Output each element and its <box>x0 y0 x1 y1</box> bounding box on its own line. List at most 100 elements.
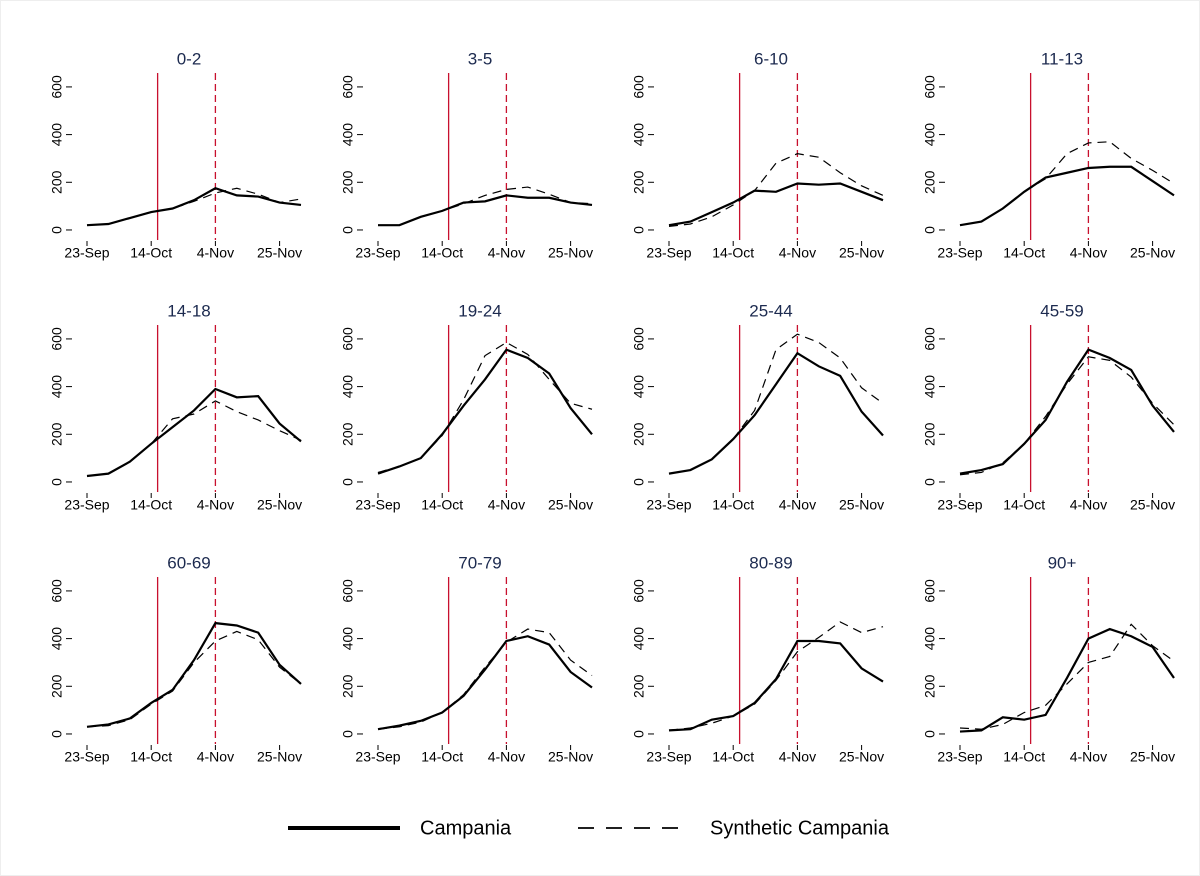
y-tick-label: 0 <box>49 478 65 486</box>
y-tick-label: 400 <box>631 123 647 147</box>
x-tick-label: 14-Oct <box>1003 497 1045 513</box>
x-tick-label: 14-Oct <box>421 497 463 513</box>
y-tick-label: 400 <box>631 375 647 399</box>
y-tick-label: 200 <box>922 674 938 698</box>
series-line <box>86 630 302 728</box>
y-tick-label: 400 <box>49 375 65 399</box>
y-tick-label: 0 <box>922 478 938 486</box>
y-tick-label: 200 <box>631 170 647 194</box>
x-tick-label: 25-Nov <box>839 497 884 513</box>
y-tick-label: 600 <box>922 579 938 603</box>
y-tick-label: 0 <box>340 226 356 234</box>
x-tick-label: 25-Nov <box>257 749 302 765</box>
y-tick-label: 400 <box>340 375 356 399</box>
x-tick-label: 23-Sep <box>64 497 109 513</box>
x-tick-label: 23-Sep <box>355 749 400 765</box>
series-line <box>86 400 302 477</box>
x-tick-label: 14-Oct <box>130 749 172 765</box>
x-tick-label: 23-Sep <box>64 749 109 765</box>
y-tick-label: 200 <box>922 170 938 194</box>
panel-title: 80-89 <box>749 553 792 572</box>
y-tick-label: 0 <box>340 730 356 738</box>
series-line <box>959 356 1175 476</box>
x-tick-label: 25-Nov <box>1130 245 1175 261</box>
x-tick-label: 23-Sep <box>646 749 691 765</box>
x-tick-label: 14-Oct <box>712 497 754 513</box>
x-tick-label: 14-Oct <box>130 497 172 513</box>
y-tick-label: 0 <box>631 226 647 234</box>
x-tick-label: 23-Sep <box>355 497 400 513</box>
y-tick-label: 200 <box>922 422 938 446</box>
series-line <box>377 341 593 474</box>
y-tick-label: 600 <box>922 75 938 99</box>
y-tick-label: 0 <box>340 478 356 486</box>
x-tick-label: 14-Oct <box>712 245 754 261</box>
panel-title: 45-59 <box>1040 301 1083 320</box>
x-tick-label: 23-Sep <box>646 497 691 513</box>
panel-title: 25-44 <box>749 301 792 320</box>
panel-title: 0-2 <box>177 49 202 68</box>
x-tick-label: 25-Nov <box>257 497 302 513</box>
x-tick-label: 14-Oct <box>421 245 463 261</box>
y-tick-label: 600 <box>340 327 356 351</box>
x-tick-label: 4-Nov <box>779 749 816 765</box>
panel-title: 60-69 <box>167 553 210 572</box>
y-tick-label: 600 <box>49 579 65 603</box>
y-tick-label: 200 <box>340 422 356 446</box>
y-tick-label: 400 <box>49 627 65 651</box>
x-tick-label: 25-Nov <box>839 245 884 261</box>
series-line <box>959 623 1175 730</box>
y-tick-label: 200 <box>631 674 647 698</box>
y-tick-label: 600 <box>922 327 938 351</box>
y-tick-label: 0 <box>922 226 938 234</box>
x-tick-label: 23-Sep <box>937 749 982 765</box>
x-tick-label: 23-Sep <box>937 245 982 261</box>
y-tick-label: 400 <box>340 627 356 651</box>
x-tick-label: 4-Nov <box>197 245 234 261</box>
x-tick-label: 14-Oct <box>1003 245 1045 261</box>
x-tick-label: 14-Oct <box>1003 749 1045 765</box>
x-tick-label: 4-Nov <box>488 497 525 513</box>
series-line <box>86 187 302 226</box>
y-tick-label: 600 <box>631 579 647 603</box>
y-tick-label: 200 <box>340 674 356 698</box>
legend-label: Synthetic Campania <box>710 817 890 839</box>
series-line <box>377 635 593 731</box>
x-tick-label: 25-Nov <box>1130 497 1175 513</box>
y-tick-label: 200 <box>340 170 356 194</box>
x-tick-label: 25-Nov <box>839 749 884 765</box>
panel-title: 3-5 <box>468 49 493 68</box>
x-tick-label: 14-Oct <box>130 245 172 261</box>
y-tick-label: 200 <box>49 170 65 194</box>
panel-title: 11-13 <box>1041 49 1083 68</box>
x-tick-label: 4-Nov <box>488 245 525 261</box>
y-tick-label: 600 <box>340 75 356 99</box>
series-line <box>959 627 1175 733</box>
series-line <box>86 621 302 728</box>
x-tick-label: 14-Oct <box>712 749 754 765</box>
y-tick-label: 0 <box>49 226 65 234</box>
panel-title: 90+ <box>1048 553 1077 572</box>
y-tick-label: 600 <box>631 327 647 351</box>
y-tick-label: 400 <box>631 627 647 651</box>
series-line <box>668 639 884 732</box>
y-tick-label: 0 <box>631 478 647 486</box>
y-tick-label: 400 <box>922 627 938 651</box>
legend-label: Campania <box>420 817 512 839</box>
y-tick-label: 600 <box>340 579 356 603</box>
y-tick-label: 200 <box>49 674 65 698</box>
x-tick-label: 25-Nov <box>548 245 593 261</box>
y-tick-label: 0 <box>922 730 938 738</box>
panel-title: 14-18 <box>167 301 210 320</box>
y-tick-label: 600 <box>631 75 647 99</box>
y-tick-label: 200 <box>631 422 647 446</box>
panel-title: 6-10 <box>754 49 788 68</box>
y-tick-label: 600 <box>49 75 65 99</box>
y-tick-label: 400 <box>340 123 356 147</box>
x-tick-label: 25-Nov <box>548 749 593 765</box>
series-line <box>668 621 884 731</box>
series-line <box>668 333 884 475</box>
series-line <box>668 182 884 227</box>
